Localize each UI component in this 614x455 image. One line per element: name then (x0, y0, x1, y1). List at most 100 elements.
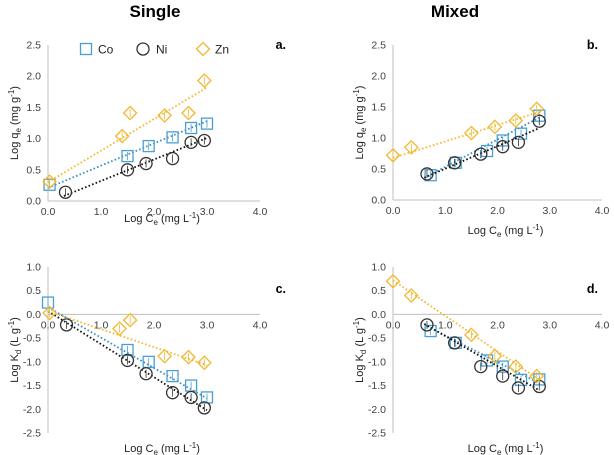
y-tick-label: 0.5 (371, 285, 386, 297)
data-point-ni (496, 369, 510, 383)
x-tick-label: 1.0 (438, 205, 453, 217)
y-axis-title: Log Kd (L g-1) (7, 317, 23, 383)
series-ni (47, 310, 212, 415)
data-point-ni (120, 353, 135, 368)
data-point-ni (120, 163, 135, 177)
data-point-ni (59, 318, 74, 332)
y-tick-label: -1.5 (368, 380, 386, 392)
legend: Co Ni Zn (79, 41, 229, 57)
x-tick-label: 4.0 (253, 206, 268, 218)
y-tick-label: 0.0 (371, 309, 386, 321)
data-point-ni (511, 135, 526, 149)
y-tick-label: 0.5 (26, 164, 41, 176)
data-point-zn (114, 128, 130, 144)
trendline-ni (47, 310, 208, 411)
x-tick-label: 1.0 (438, 319, 453, 331)
y-tick-label: 1.0 (371, 133, 386, 145)
panel-label: a. (276, 38, 286, 52)
y-tick-label: -2.0 (368, 404, 386, 416)
data-point-zn (196, 73, 212, 88)
data-point-zn (403, 288, 419, 303)
y-tick-label: -2.0 (23, 404, 41, 416)
x-axis-title: Log Ce (mg L-1) (124, 211, 200, 227)
data-point-zn (181, 349, 196, 365)
x-tick-label: 3.0 (200, 319, 215, 331)
data-point-co (142, 355, 155, 369)
x-tick-label: 0.0 (41, 206, 56, 218)
data-point-ni (474, 147, 488, 161)
y-tick-label: -0.5 (368, 333, 386, 345)
x-axis-title: Log Ce (mg L-1) (468, 441, 544, 455)
x-tick-label: 0.0 (386, 319, 401, 331)
data-point-ni (420, 318, 434, 332)
data-point-co (184, 121, 198, 135)
data-point-co (166, 131, 179, 144)
data-point-ni (139, 367, 153, 381)
series-zn (385, 101, 545, 163)
data-point-zn (529, 101, 545, 117)
trendline-zn (47, 310, 208, 367)
y-tick-label: 0.5 (371, 164, 386, 176)
panel-label: d. (587, 282, 598, 296)
y-tick-label: 2.5 (26, 40, 41, 52)
series-co (41, 296, 214, 404)
data-point-zn (403, 139, 419, 155)
data-point-ni (139, 156, 153, 171)
legend-marker-zn (195, 41, 211, 57)
x-axis-title: Log Ce (mg L-1) (468, 223, 544, 239)
panel-d: 1.00.50.0-0.5-1.0-1.5-2.0-2.50.0 1.0 2.0 3.… (352, 262, 609, 455)
y-tick-label: 1.0 (26, 133, 41, 145)
y-tick-label: 0.0 (371, 195, 386, 207)
data-point-zn (157, 108, 173, 123)
data-point-zn (122, 105, 138, 121)
data-point-zn (42, 305, 58, 321)
data-point-zn (508, 113, 524, 129)
series-co (43, 117, 214, 191)
y-tick-label: 2.5 (371, 40, 386, 52)
data-point-ni (165, 151, 180, 166)
y-tick-label: 2.0 (26, 71, 41, 83)
legend-marker-ni (136, 42, 150, 56)
data-point-ni (197, 401, 212, 415)
y-tick-label: 0.5 (26, 285, 41, 297)
x-tick-label: 0.0 (41, 319, 56, 331)
data-point-ni (448, 336, 462, 350)
series-zn (42, 305, 212, 371)
x-tick-label: 2.0 (490, 205, 505, 217)
data-point-ni (511, 381, 526, 395)
data-point-co (121, 149, 134, 163)
x-tick-label: 0.0 (386, 205, 401, 217)
data-point-zn (196, 355, 212, 371)
data-point-zn (487, 119, 503, 135)
x-tick-label: 2.0 (490, 319, 505, 331)
panel-c: 1.00.50.0-0.5-1.0-1.5-2.0-2.50.0 1.0 2.0 3.… (7, 262, 286, 455)
data-point-zn (122, 312, 138, 328)
y-axis-title: Log qe (mg g-1) (7, 86, 23, 160)
y-axis-title: Log qe (mg g-1) (352, 86, 368, 160)
data-point-ni (58, 185, 73, 199)
x-tick-label: 4.0 (595, 319, 610, 331)
data-point-zn (487, 348, 503, 364)
data-point-ni (532, 114, 546, 128)
y-tick-label: -1.0 (368, 356, 386, 368)
x-tick-label: 2.0 (147, 319, 162, 331)
panel-label: c. (276, 282, 286, 296)
x-tick-label: 3.0 (200, 206, 215, 218)
y-tick-label: 2.0 (371, 71, 386, 83)
series-zn (42, 73, 212, 190)
data-point-ni (184, 390, 198, 405)
data-point-ni (197, 133, 212, 148)
y-tick-label: 1.5 (371, 102, 386, 114)
data-point-ni (496, 140, 510, 154)
series-ni (58, 133, 212, 199)
legend-label-ni: Ni (156, 43, 167, 57)
data-point-zn (112, 321, 127, 337)
data-point-zn (529, 368, 545, 384)
y-tick-label: -0.5 (23, 333, 41, 345)
y-tick-label: 1.0 (26, 262, 41, 274)
trendline-ni (423, 323, 540, 392)
data-point-ni (420, 167, 434, 181)
data-point-zn (463, 125, 479, 141)
legend-marker-co (79, 42, 93, 56)
data-point-zn (463, 327, 479, 343)
